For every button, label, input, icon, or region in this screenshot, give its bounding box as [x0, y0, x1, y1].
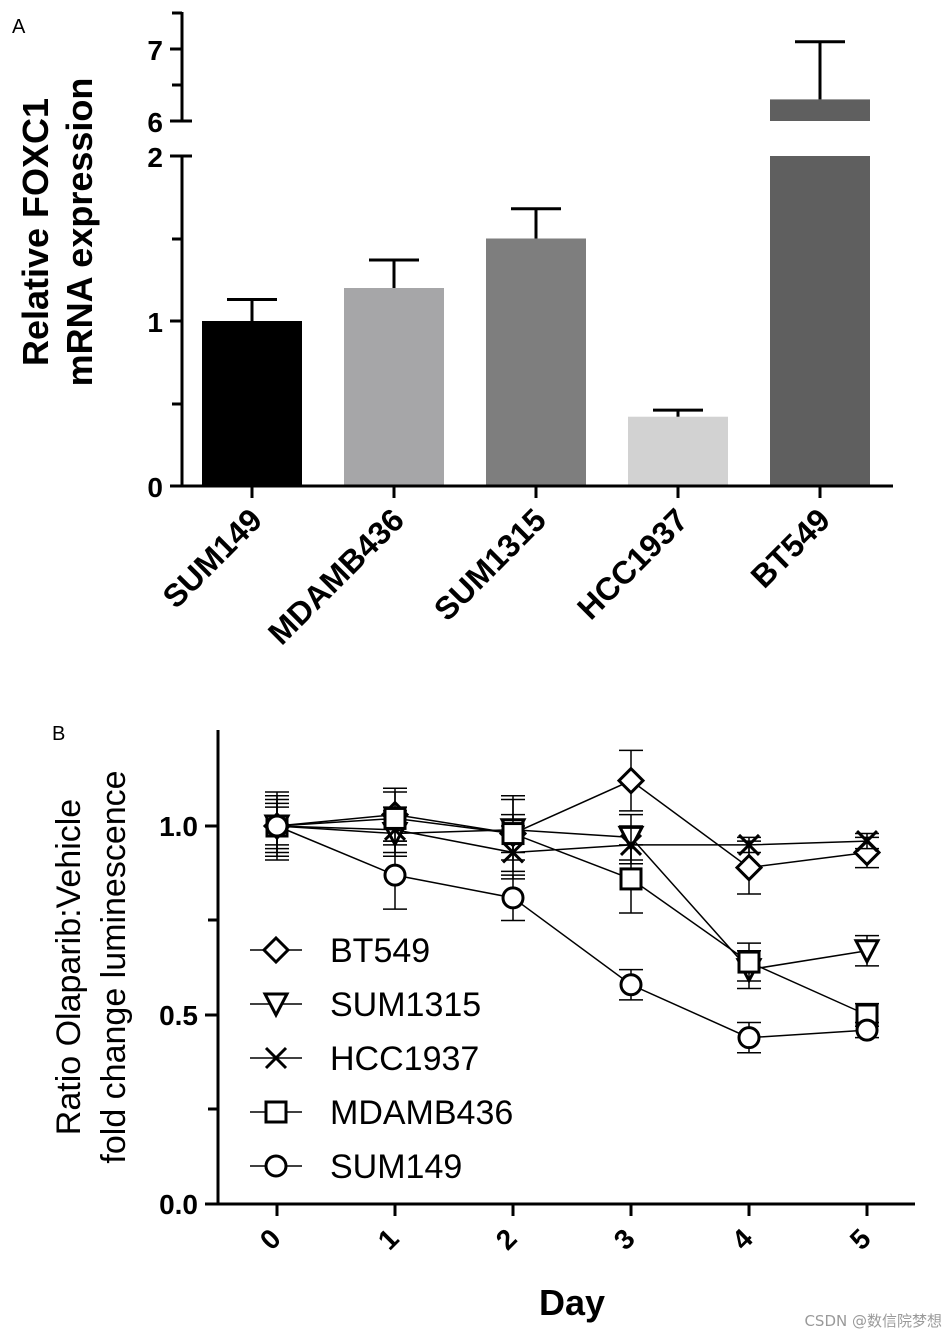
series-sum149 — [265, 806, 879, 1054]
panel-b-series — [262, 749, 882, 1054]
point-sum149-day2 — [501, 886, 525, 910]
series-line-hcc1937 — [276, 825, 868, 854]
legend-label-sum149: SUM149 — [330, 1148, 462, 1186]
a-ytick-label-7: 7 — [147, 35, 163, 66]
a-xtick-label-bt549: BT549 — [744, 501, 837, 594]
panel-b-y-ticks: 0.0 0.5 1.0 — [159, 811, 218, 1220]
legend-marker-hcc1937 — [264, 1046, 288, 1070]
b-xtick-label-4: 4 — [726, 1223, 759, 1256]
bar-sum1315 — [486, 238, 586, 486]
point-mdamb436-day3 — [619, 867, 643, 891]
panel-b-ylabel-line1: Ratio Olaparib:Vehicle — [50, 799, 88, 1135]
bar-sum149 — [202, 321, 302, 486]
series-line-bt549 — [276, 779, 868, 869]
panel-b-legend: BT549 SUM1315 HCC1937 MDAMB436 SUM149 — [250, 932, 513, 1186]
panel-a-y-ticks: 0 1 2 6 7 — [147, 11, 192, 503]
legend-item-sum149: SUM149 — [250, 1148, 462, 1186]
a-xtick-label-sum1315: SUM1315 — [427, 501, 553, 627]
panel-a-ylabel-line1: Relative FOXC1 — [15, 98, 56, 366]
bar-hcc1937 — [628, 416, 728, 486]
legend-item-bt549: BT549 — [250, 932, 430, 970]
panel-b-ylabel-line2: fold change luminescence — [95, 770, 133, 1163]
panel-a-bars — [202, 40, 870, 486]
point-hcc1937-day5 — [855, 830, 879, 853]
point-sum149-day1 — [383, 863, 407, 887]
point-hcc1937-day4 — [737, 833, 761, 856]
b-ytick-label-0-5: 0.5 — [159, 1000, 198, 1031]
panel-a-ylabel-line2: mRNA expression — [59, 78, 100, 387]
b-ytick-label-0: 0.0 — [159, 1189, 198, 1220]
a-xtick-label-hcc1937: HCC1937 — [570, 501, 695, 626]
b-xtick-label-0: 0 — [254, 1223, 287, 1256]
panel-a-letter: A — [12, 16, 26, 38]
panel-b-xlabel: Day — [539, 1282, 605, 1323]
b-xtick-label-2: 2 — [490, 1223, 523, 1256]
point-sum149-day0 — [265, 814, 289, 838]
b-xtick-label-1: 1 — [372, 1223, 405, 1256]
series-line-mdamb436 — [276, 817, 868, 1016]
b-xtick-label-3: 3 — [608, 1223, 641, 1256]
legend-marker-bt549 — [261, 935, 291, 965]
bar-bt549-upper — [770, 99, 870, 121]
legend-marker-sum149 — [264, 1154, 288, 1178]
legend-marker-mdamb436 — [264, 1100, 288, 1124]
series-bt549 — [262, 749, 882, 895]
legend-item-mdamb436: MDAMB436 — [250, 1094, 513, 1132]
watermark-text: CSDN @数信院梦想 — [804, 1312, 942, 1330]
bar-bt549-lower — [770, 156, 870, 486]
a-xtick-label-sum149: SUM149 — [155, 501, 268, 614]
a-ytick-label-6: 6 — [147, 107, 163, 138]
point-bt549-day4 — [734, 853, 764, 882]
legend-marker-sum1315 — [262, 992, 290, 1019]
panel-b-letter: B — [52, 723, 65, 745]
point-bt549-day3 — [616, 766, 646, 795]
panel-a-bar-chart: A Relative FOXC1 mRNA expression 0 1 2 6 — [12, 11, 893, 651]
b-ytick-label-1: 1.0 — [159, 811, 198, 842]
legend-label-mdamb436: MDAMB436 — [330, 1094, 513, 1132]
point-sum149-day3 — [619, 973, 643, 997]
series-hcc1937 — [265, 795, 879, 880]
a-ytick-label-0: 0 — [147, 472, 163, 503]
legend-label-bt549: BT549 — [330, 932, 430, 970]
point-sum149-day4 — [737, 1026, 761, 1050]
panel-b-line-chart: B Ratio Olaparib:Vehicle fold change lum… — [50, 723, 915, 1323]
legend-item-sum1315: SUM1315 — [250, 986, 481, 1024]
panel-b-x-ticks: 0 1 2 3 4 5 — [254, 1204, 877, 1256]
a-ytick-label-1: 1 — [147, 307, 163, 338]
point-mdamb436-day2 — [501, 822, 525, 846]
series-line-sum1315 — [276, 825, 868, 971]
point-mdamb436-day4 — [737, 950, 761, 974]
legend-label-sum1315: SUM1315 — [330, 986, 481, 1024]
legend-item-hcc1937: HCC1937 — [250, 1040, 479, 1078]
point-mdamb436-day1 — [383, 806, 407, 830]
bar-mdamb436 — [344, 288, 444, 486]
legend-label-hcc1937: HCC1937 — [330, 1040, 479, 1078]
b-xtick-label-5: 5 — [844, 1223, 877, 1256]
a-xtick-label-mdamb436: MDAMB436 — [261, 501, 411, 651]
point-sum149-day5 — [855, 1018, 879, 1042]
point-sum1315-day5 — [853, 939, 881, 965]
series-line-sum149 — [276, 825, 868, 1039]
a-ytick-label-2: 2 — [147, 142, 163, 173]
